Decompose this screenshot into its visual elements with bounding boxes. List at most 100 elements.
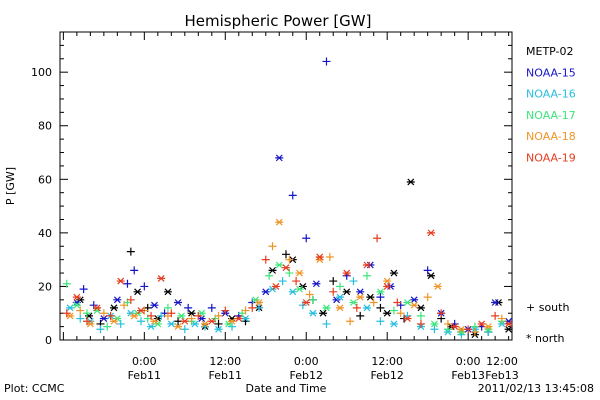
data-point — [443, 319, 452, 328]
x-axis: 0:00Feb1112:00Feb110:00Feb1212:00Feb120:… — [62, 32, 519, 382]
data-point — [275, 154, 284, 162]
data-point — [329, 287, 338, 296]
data-point — [416, 319, 425, 328]
data-point — [396, 309, 405, 318]
data-point — [109, 317, 118, 325]
data-point — [62, 309, 71, 318]
data-point — [504, 325, 513, 333]
data-point — [427, 272, 436, 280]
data-point — [491, 311, 500, 320]
x-tick-label-date: Feb13 — [451, 369, 484, 382]
data-point — [356, 311, 365, 320]
data-point — [130, 266, 139, 275]
data-point — [325, 252, 334, 261]
legend-entry: NOAA-17 — [526, 109, 576, 122]
data-point — [295, 269, 304, 277]
data-point — [255, 299, 264, 306]
data-point — [322, 304, 331, 312]
data-point — [308, 309, 317, 317]
data-point — [150, 317, 159, 325]
data-point — [305, 290, 314, 299]
data-point — [93, 304, 102, 312]
data-point — [346, 317, 355, 326]
data-point — [504, 320, 513, 328]
data-points — [62, 57, 513, 339]
data-point — [174, 317, 183, 326]
data-point — [389, 269, 398, 277]
data-point — [76, 314, 85, 323]
data-point — [180, 317, 189, 325]
data-point — [356, 293, 365, 301]
data-point — [187, 309, 196, 317]
data-point — [99, 315, 108, 322]
plot-timestamp: 2011/02/13 13:45:08 — [478, 382, 594, 395]
data-point — [285, 255, 294, 264]
data-point — [106, 311, 115, 320]
data-point — [96, 325, 105, 334]
data-point — [416, 311, 425, 320]
data-point — [457, 325, 466, 333]
data-point — [66, 312, 75, 320]
data-point — [99, 309, 108, 318]
data-point — [282, 264, 290, 272]
data-point — [433, 283, 442, 290]
legend: METP-02 NOAA-15 NOAA-16 NOAA-17 NOAA-18 NOAA-… — [526, 45, 576, 165]
data-point — [369, 298, 378, 307]
data-point — [207, 317, 216, 325]
y-tick-label: 40 — [38, 227, 52, 240]
data-point — [190, 320, 199, 328]
data-point — [147, 311, 156, 320]
data-point — [133, 288, 142, 296]
data-point — [403, 315, 412, 322]
legend-entry: NOAA-19 — [526, 152, 576, 165]
data-point — [197, 309, 206, 317]
data-point — [376, 303, 385, 312]
data-point — [362, 271, 371, 280]
marker-legend-entry: * north — [526, 332, 565, 345]
data-point — [406, 178, 415, 186]
data-point — [261, 255, 270, 264]
data-point — [349, 299, 358, 306]
data-point — [214, 325, 223, 333]
data-point — [376, 293, 385, 302]
data-point — [72, 301, 81, 309]
data-point — [410, 296, 419, 304]
x-tick-label-time: 0:00 — [456, 355, 481, 368]
data-point — [113, 296, 122, 304]
data-point — [234, 315, 243, 322]
data-point — [136, 317, 145, 326]
data-point — [271, 283, 280, 290]
data-point — [335, 282, 344, 291]
data-point — [268, 242, 277, 251]
data-point — [241, 306, 250, 315]
data-point — [342, 288, 351, 296]
data-point — [319, 309, 328, 317]
data-point — [288, 288, 297, 296]
data-point — [214, 319, 223, 328]
data-point — [383, 309, 392, 317]
x-tick-label-time: 12:00 — [371, 355, 403, 368]
data-point — [201, 320, 210, 328]
data-point — [356, 288, 365, 296]
data-point — [322, 57, 331, 66]
x-tick-label-date: Feb11 — [128, 369, 161, 382]
data-point — [497, 314, 506, 323]
data-point — [177, 312, 186, 320]
plot-source: Plot: CCMC — [4, 382, 65, 395]
y-axis: 0 20 40 60 80 100 — [31, 31, 512, 347]
data-point — [265, 271, 274, 280]
data-point — [389, 306, 398, 315]
data-point — [352, 303, 361, 312]
data-point — [194, 311, 203, 320]
y-axis-label: P [GW] — [4, 167, 17, 205]
legend-entry: NOAA-15 — [526, 66, 576, 79]
data-point — [79, 285, 88, 294]
y-tick-label: 0 — [45, 334, 52, 347]
data-point — [366, 293, 375, 301]
data-point — [174, 299, 183, 306]
data-point — [197, 315, 206, 322]
data-point — [103, 322, 112, 331]
data-point — [207, 303, 216, 312]
data-point — [163, 303, 172, 312]
